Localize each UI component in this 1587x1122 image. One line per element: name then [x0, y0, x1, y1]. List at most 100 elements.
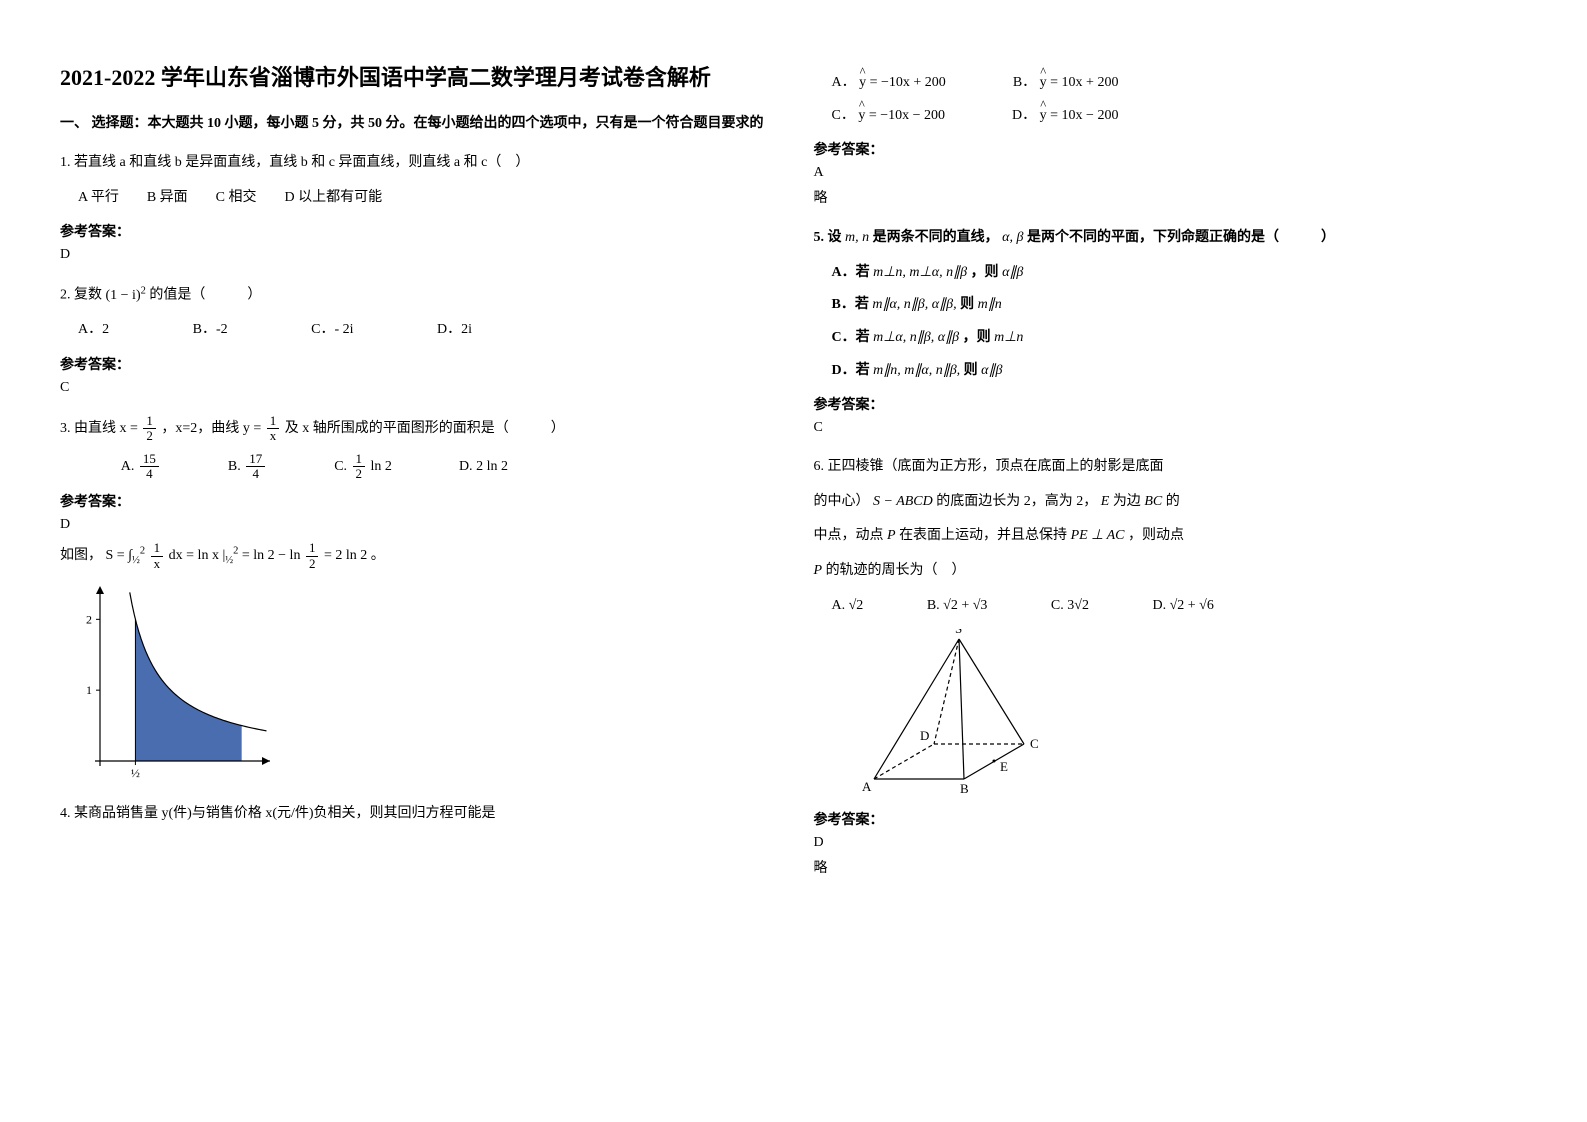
q5D-pre: D．若	[832, 363, 870, 378]
q5A-mid: ，则	[971, 265, 999, 280]
pyramid-diagram: ABCDSE	[854, 629, 1054, 799]
q5D-cond: m∥n, m∥α, n∥β,	[873, 363, 960, 378]
q6-l3: 中点，动点 P 在表面上运动，并且总保持 PE ⊥ AC ，则动点	[814, 523, 1528, 550]
q6-brief: 略	[814, 857, 1528, 877]
q4-options-row2: C． y = −10x − 200 D． y = 10x − 200	[832, 103, 1528, 130]
q2-pre: 2. 复数	[60, 288, 102, 303]
answer-label: 参考答案：	[60, 354, 774, 374]
q5-p3: 是两个不同的平面，下列命题正确的是（ ）	[1027, 230, 1335, 245]
answer-label: 参考答案：	[60, 491, 774, 511]
q1-text: 1. 若直线 a 和直线 b 是异面直线，直线 b 和 c 异面直线，则直线 a…	[60, 150, 774, 177]
q6-optC-v: 3√2	[1067, 598, 1089, 613]
q3-optA-v: 154	[140, 452, 159, 482]
q6-l2: 的中心） S − ABCD 的底面边长为 2，高为 2， E 为边 BC 的	[814, 489, 1528, 516]
q6-l4: P 的轨迹的周长为（ ）	[814, 558, 1528, 585]
q4-optC-v: = −10x − 200	[869, 108, 945, 123]
svg-text:1: 1	[86, 683, 92, 697]
q3-optD-l: D.	[459, 459, 473, 474]
svg-text:2: 2	[86, 612, 92, 626]
q5-optD: D．若 m∥n, m∥α, n∥β, 则 α∥β	[832, 358, 1528, 385]
q5C-res: m⊥n	[994, 330, 1023, 345]
q5C-pre: C．若	[832, 330, 870, 345]
q6-l1: 6. 正四棱锥（底面为正方形，顶点在底面上的射影是底面	[814, 454, 1528, 481]
q5-mn: m, n	[845, 230, 869, 245]
q5B-cond: m∥α, n∥β, α∥β,	[872, 297, 956, 312]
q4-optC-l: C．	[832, 108, 855, 123]
q6-answer: D	[814, 835, 1528, 851]
q3-eq2: y = 1x	[243, 421, 281, 436]
yhat-icon: y	[1040, 103, 1047, 130]
q6-l2-sym3: BC	[1144, 494, 1162, 509]
q5-text: 5. 设 m, n 是两条不同的直线， α, β 是两个不同的平面，下列命题正确…	[814, 225, 1528, 252]
q3-p2: ，x=2，曲线	[161, 421, 239, 436]
q6-l2-p1: 的中心）	[814, 494, 870, 509]
exam-page: 2021-2022 学年山东省淄博市外国语中学高二数学理月考试卷含解析 一、 选…	[0, 0, 1587, 923]
q3-optA-l: A.	[121, 459, 135, 474]
q2-optB: B．-2	[193, 322, 228, 337]
q5D-mid: 则	[964, 363, 978, 378]
svg-text:A: A	[862, 779, 872, 794]
q4-optB-v: = 10x + 200	[1050, 75, 1118, 90]
q1-options: A 平行 B 异面 C 相交 D 以上都有可能	[78, 185, 774, 212]
q4-text: 4. 某商品销售量 y(件)与销售价格 x(元/件)负相关，则其回归方程可能是	[60, 801, 774, 828]
answer-label: 参考答案：	[814, 809, 1528, 829]
q3-expl-pre: 如图，	[60, 548, 102, 563]
q6-l3-sym2: PE ⊥ AC	[1071, 528, 1125, 543]
q2-text: 2. 复数 (1 − i)2 的值是（ ）	[60, 281, 774, 309]
q3-optD-v: 2 ln 2	[476, 459, 508, 474]
section-heading: 一、 选择题：本大题共 10 小题，每小题 5 分，共 50 分。在每小题给出的…	[60, 112, 774, 132]
q3-eq1: x = 12	[120, 421, 158, 436]
answer-label: 参考答案：	[814, 394, 1528, 414]
left-column: 2021-2022 学年山东省淄博市外国语中学高二数学理月考试卷含解析 一、 选…	[60, 40, 774, 883]
q3-optC-l: C.	[334, 459, 347, 474]
svg-text:C: C	[1030, 736, 1039, 751]
q2-post: 的值是（ ）	[149, 288, 261, 303]
q4-brief: 略	[814, 187, 1528, 207]
q4-optB-l: B．	[1013, 75, 1036, 90]
svg-text:S: S	[955, 629, 962, 636]
answer-label: 参考答案：	[814, 139, 1528, 159]
q3-p1: 3. 由直线	[60, 421, 116, 436]
q5-p1: 5. 设	[814, 230, 842, 245]
q3-p3: 及 x 轴所围成的平面图形的面积是（ ）	[285, 421, 565, 436]
q5A-cond: m⊥n, m⊥α, n∥β	[873, 265, 967, 280]
q3-optB-v: 174	[246, 452, 265, 482]
q6-optA-l: A.	[832, 598, 846, 613]
q5-optC: C．若 m⊥α, n∥β, α∥β ，则 m⊥n	[832, 325, 1528, 352]
q6-optB-l: B.	[927, 598, 940, 613]
svg-text:½: ½	[131, 766, 140, 780]
q6-l3-p3: ，则动点	[1128, 528, 1184, 543]
q6-optD-v: √2 + √6	[1170, 598, 1214, 613]
q1-answer: D	[60, 247, 774, 263]
q2-optA: A．2	[78, 322, 109, 337]
q4-answer: A	[814, 165, 1528, 181]
q4-options-row1: A． y = −10x + 200 B． y = 10x + 200	[832, 70, 1528, 97]
q6-l2-sym1: S − ABCD	[873, 494, 933, 509]
q3-answer: D	[60, 517, 774, 533]
q5B-mid: 则	[960, 297, 974, 312]
q4-optD-v: = 10x − 200	[1050, 108, 1118, 123]
answer-label: 参考答案：	[60, 221, 774, 241]
q3-integral: S = ∫½2 1x dx = ln x |½2 = ln 2 − ln 12 …	[106, 548, 371, 563]
q5A-pre: A．若	[832, 265, 870, 280]
yhat-icon: y	[1040, 70, 1047, 97]
q5D-res: α∥β	[981, 363, 1002, 378]
q6-l2-p3: 为边	[1113, 494, 1141, 509]
q6-l2-p2: 的底面边长为 2，高为 2，	[936, 494, 1097, 509]
q2-options: A．2 B．-2 C．- 2i D．2i	[78, 317, 774, 344]
q6-l4-p: 的轨迹的周长为（ ）	[826, 563, 966, 578]
q6-options: A. √2 B. √2 + √3 C. 3√2 D. √2 + √6	[832, 593, 1528, 620]
right-column: A． y = −10x + 200 B． y = 10x + 200 C． y …	[814, 40, 1528, 883]
q6-l2-sym2: E	[1101, 494, 1110, 509]
svg-text:B: B	[960, 781, 969, 796]
q5-answer: C	[814, 420, 1528, 436]
q3-chart: ½ 1 2	[70, 581, 774, 781]
q6-l3-p2: 在表面上运动，并且总保持	[899, 528, 1067, 543]
yhat-icon: y	[859, 70, 866, 97]
area-chart: ½ 1 2	[70, 581, 290, 781]
svg-text:D: D	[920, 728, 929, 743]
q6-optA-v: √2	[849, 598, 864, 613]
q6-l2-p4: 的	[1166, 494, 1180, 509]
page-title: 2021-2022 学年山东省淄博市外国语中学高二数学理月考试卷含解析	[60, 60, 774, 92]
q2-answer: C	[60, 380, 774, 396]
